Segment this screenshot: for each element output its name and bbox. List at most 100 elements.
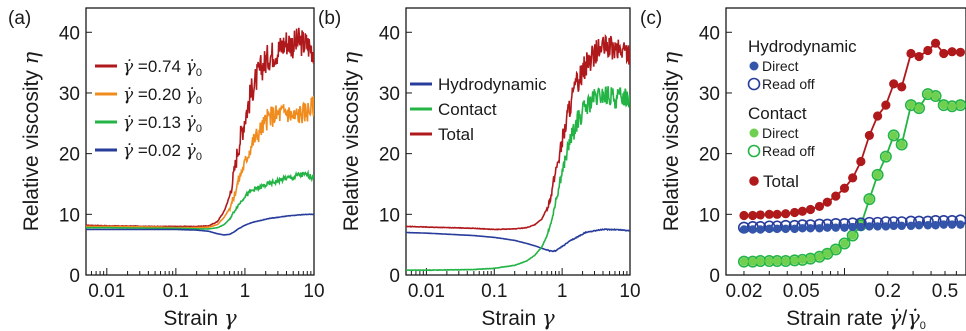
legend-label: Total (438, 125, 474, 144)
marker-filled (831, 245, 840, 254)
marker-filled (772, 256, 782, 266)
marker-filled (939, 100, 948, 110)
marker-filled (881, 100, 891, 110)
x-tick-label: 0.1 (481, 281, 507, 302)
legend-marker (747, 77, 761, 91)
plot-frame (85, 7, 315, 276)
legend-label: Read off (762, 143, 815, 159)
marker-filled (748, 257, 757, 266)
marker-filled (889, 221, 898, 231)
marker-filled (790, 224, 799, 234)
marker-filled (939, 220, 948, 229)
marker-filled (947, 220, 957, 229)
panel-3: 0.02 0.05 0.2 0.5 0 10 20 30 40 (c) Relative visco… (640, 7, 966, 331)
x-axis-label: Strain γ (163, 306, 237, 330)
marker-filled (923, 89, 933, 99)
x-axis-label: Strain rate γ̇/γ̇0 (786, 306, 926, 331)
marker-filled (756, 225, 765, 234)
x-tick-label: 0.5 (932, 281, 958, 302)
marker-filled (956, 100, 965, 110)
panel-1: 0.01 0.1 1 10 0 10 20 30 40 (a) Relative viscosity… (8, 7, 325, 330)
y-tick-label: 40 (379, 23, 400, 44)
x-tick-label: 10 (619, 281, 640, 302)
marker-filled (881, 222, 891, 231)
marker-filled (864, 130, 874, 141)
plot-frame (405, 7, 631, 276)
panel-2: 0.01 0.1 1 10 0 10 20 30 40 (b) Relative viscosity… (318, 7, 641, 330)
marker-filled (906, 48, 916, 59)
scatter-marks (737, 38, 966, 268)
marker-filled (798, 255, 807, 265)
marker-filled (797, 206, 808, 216)
x-tick-label: 0.01 (88, 281, 125, 302)
marker-filled (831, 191, 841, 201)
y-tick-label: 30 (699, 84, 720, 105)
marker-filled (739, 257, 749, 266)
legend-marker (747, 144, 761, 158)
marker-filled (865, 194, 874, 204)
marker-filled (848, 222, 857, 232)
marker-filled (756, 256, 765, 266)
y-tick-label: 0 (69, 266, 80, 287)
marker-filled (781, 209, 791, 219)
marker-filled (956, 220, 965, 229)
legend-label: γ̇ =0.13 γ̇0 (123, 113, 202, 135)
marker-filled (772, 209, 782, 219)
legend-label: Direct (762, 125, 799, 141)
y-axis-label: Relative viscosity η (19, 51, 43, 231)
legend-label: Total (763, 172, 799, 191)
y-tick-label: 30 (379, 84, 400, 105)
marker-open (863, 193, 876, 206)
marker-filled (839, 183, 850, 193)
x-axis-label: Strain γ (481, 306, 555, 330)
marker-filled (815, 224, 824, 233)
marker-filled (840, 223, 849, 232)
marker-filled (897, 82, 907, 92)
y-tick-label: 40 (699, 23, 720, 44)
marker-filled (772, 224, 782, 234)
marker-filled (823, 249, 832, 258)
marker-filled (790, 256, 799, 265)
marker-filled (831, 223, 840, 232)
x-tick-label: 0.05 (783, 281, 820, 302)
x-tick-label: 0.1 (163, 281, 189, 302)
marker-open (871, 168, 884, 181)
marker-filled (765, 224, 774, 234)
marker-filled (897, 221, 906, 231)
x-tick-label: 0.01 (408, 281, 445, 302)
marker-open (887, 129, 900, 142)
legend-label: γ̇ =0.74 γ̇0 (123, 57, 202, 79)
marker-open (895, 138, 908, 151)
marker-filled (906, 100, 916, 110)
marker-open (879, 150, 892, 163)
x-tick-label: 0.02 (725, 281, 762, 302)
marker-filled (739, 225, 749, 234)
marker-open (829, 243, 842, 256)
legend-marker (749, 176, 759, 186)
marker-filled (873, 111, 883, 121)
marker-filled (906, 221, 916, 231)
y-tick-label: 10 (699, 205, 720, 226)
marker-filled (840, 239, 849, 248)
y-tick-label: 0 (709, 266, 720, 287)
marker-filled (923, 45, 933, 56)
marker-filled (914, 103, 924, 113)
marker-filled (781, 256, 790, 266)
marker-filled (881, 152, 891, 161)
y-axis-label: Relative viscosity η (339, 51, 363, 231)
marker-filled (931, 221, 940, 230)
legend-marker (749, 128, 759, 138)
marker-filled (798, 224, 807, 233)
legend-label: γ̇ =0.20 γ̇0 (123, 85, 202, 107)
marker-filled (914, 221, 924, 230)
marker-filled (765, 256, 774, 266)
legend-label: γ̇ =0.02 γ̇0 (123, 141, 202, 163)
marker-filled (947, 47, 957, 57)
y-axis-label: Relative viscosity η (659, 51, 683, 231)
marker-filled (815, 252, 824, 261)
marker-filled (931, 91, 940, 101)
x-tick-label: 10 (303, 281, 324, 302)
series-line-1 (86, 95, 314, 229)
y-tick-label: 30 (59, 84, 80, 105)
